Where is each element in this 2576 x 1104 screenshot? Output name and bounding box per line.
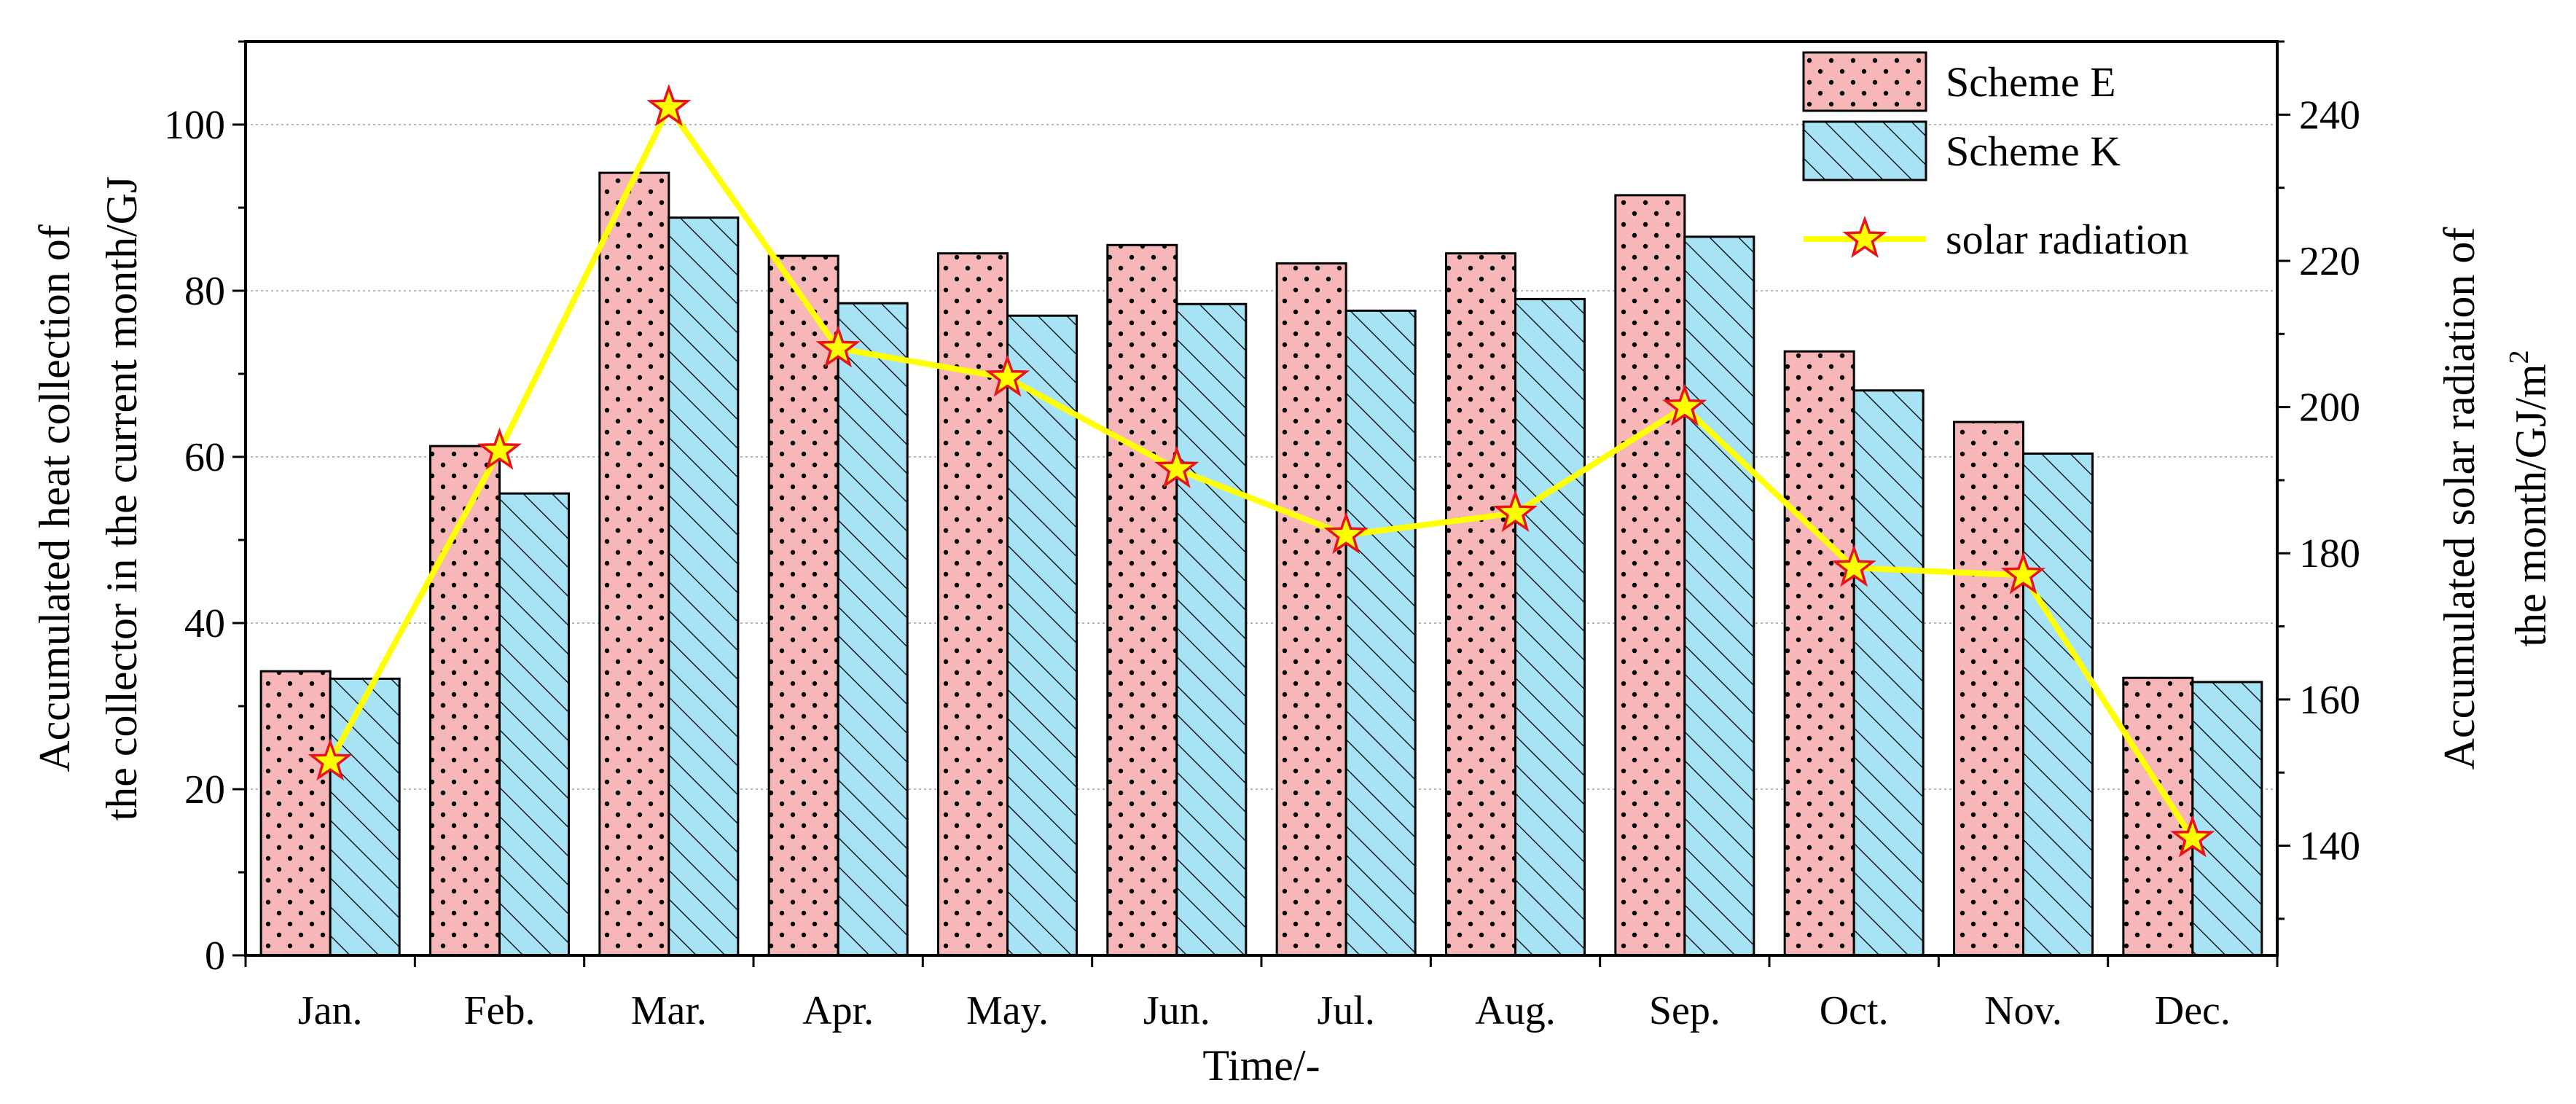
left-axis-title: Accumulated heat collection of the collec… — [31, 176, 146, 821]
bar-scheme-k-mar — [668, 216, 740, 957]
solar-radiation-point-jun — [1154, 445, 1199, 488]
solar-radiation-point-jan — [308, 737, 353, 781]
left-tick-label-80: 80 — [184, 269, 225, 314]
bar-scheme-k-nov — [2022, 452, 2094, 957]
left-tick-label-40: 40 — [184, 601, 225, 646]
left-axis-title-line-2: the collector in the current month/GJ — [98, 176, 146, 821]
left-tick-label-60: 60 — [184, 435, 225, 480]
bar-scheme-k-feb — [498, 492, 570, 957]
x-tick-label-apr: Apr. — [802, 988, 874, 1033]
legend-swatch-scheme-k — [1802, 120, 1927, 181]
right-axis-title-superscript: 2 — [2504, 350, 2534, 364]
gridlines — [246, 124, 2277, 790]
x-tick-label-jul: Jul. — [1317, 988, 1374, 1033]
solar-radiation-line — [308, 84, 2215, 858]
bar-scheme-e-mar — [598, 171, 670, 957]
x-tick-label-sep: Sep. — [1649, 988, 1720, 1033]
bar-scheme-e-jan — [259, 670, 332, 957]
bar-scheme-e-apr — [767, 254, 839, 957]
bar-scheme-k-apr — [837, 302, 909, 957]
bar-scheme-k-aug — [1514, 297, 1586, 957]
x-tick-label-mar: Mar. — [631, 988, 707, 1033]
right-axis-title-line-1: Accumulated solar radiation of — [2435, 227, 2483, 770]
legend-marker-solar-radiation — [1842, 215, 1887, 258]
right-tick-label-160: 160 — [2299, 678, 2360, 723]
left-tick-label-20: 20 — [184, 767, 225, 813]
bar-scheme-e-sep — [1614, 194, 1686, 957]
x-tick-label-dec: Dec. — [2155, 988, 2231, 1033]
right-tick-label-140: 140 — [2299, 824, 2360, 869]
legend-label-scheme-k: Scheme K — [1946, 128, 2121, 175]
solar-radiation-point-mar — [646, 84, 692, 127]
bar-scheme-e-may — [937, 252, 1009, 957]
solar-radiation-point-may — [984, 354, 1030, 397]
right-axis-title: Accumulated solar radiation of the month/… — [2435, 227, 2555, 770]
bar-scheme-k-oct — [1852, 389, 1925, 957]
legend-label-solar-radiation: solar radiation — [1946, 216, 2188, 263]
x-tick-label-jan: Jan. — [298, 988, 363, 1033]
bar-scheme-e-dec — [2122, 676, 2194, 957]
legend-label-scheme-e: Scheme E — [1946, 58, 2116, 106]
bar-scheme-k-sep — [1683, 235, 1755, 957]
right-tick-label-220: 220 — [2299, 239, 2360, 284]
solar-radiation-point-feb — [477, 427, 522, 470]
bar-scheme-e-jul — [1275, 262, 1347, 957]
x-tick-label-jun: Jun. — [1143, 988, 1210, 1033]
right-tick-label-180: 180 — [2299, 531, 2360, 576]
bar-scheme-e-feb — [429, 445, 501, 957]
solar-radiation-point-apr — [815, 325, 861, 368]
left-tick-label-0: 0 — [205, 933, 225, 979]
bar-scheme-e-oct — [1783, 350, 1855, 957]
bar-scheme-k-jul — [1344, 309, 1417, 957]
x-tick-label-oct: Oct. — [1820, 988, 1889, 1033]
right-tick-label-240: 240 — [2299, 93, 2360, 138]
right-tick-label-200: 200 — [2299, 385, 2360, 431]
solar-radiation-point-nov — [2000, 552, 2046, 595]
solar-radiation-polyline — [327, 104, 2196, 840]
right-axis-title-line-2: the month/GJ/m — [2507, 364, 2555, 646]
bar-scheme-e-aug — [1445, 252, 1516, 957]
x-axis-title: Time/- — [1202, 1041, 1320, 1089]
left-axis-title-line-1: Accumulated heat collection of — [31, 224, 79, 772]
x-tick-label-aug: Aug. — [1475, 988, 1555, 1033]
x-tick-label-nov: Nov. — [1984, 988, 2062, 1033]
solar-radiation-point-oct — [1831, 544, 1876, 587]
solar-radiation-point-aug — [1492, 489, 1538, 533]
axes — [232, 40, 2290, 967]
x-tick-label-may: May. — [966, 988, 1049, 1033]
solar-radiation-point-dec — [2170, 815, 2215, 858]
axis-labels: 0 20 40 60 80 100 140 160 180 200 220 240 Jan. Feb. Ma… — [31, 93, 2555, 1089]
bar-scheme-k-dec — [2191, 681, 2263, 957]
legend: Scheme E Scheme K solar radiation — [1802, 51, 2188, 263]
left-tick-label-100: 100 — [164, 103, 225, 148]
bar-scheme-k-jun — [1175, 302, 1248, 957]
solar-radiation-point-jul — [1323, 511, 1369, 555]
legend-swatch-scheme-e — [1802, 51, 1927, 112]
bar-scheme-e-jun — [1106, 243, 1178, 957]
bar-scheme-e-nov — [1953, 420, 2024, 957]
bar-scheme-k-jan — [329, 677, 401, 957]
x-tick-label-feb: Feb. — [464, 988, 536, 1033]
solar-radiation-point-sep — [1662, 383, 1707, 426]
